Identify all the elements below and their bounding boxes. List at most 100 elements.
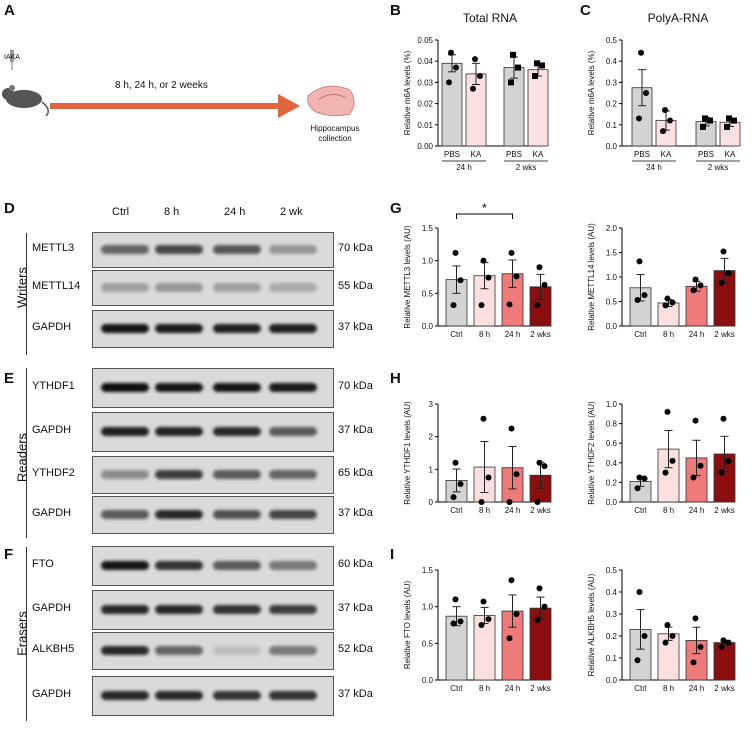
group-label: 24 h bbox=[456, 163, 472, 172]
data-point bbox=[636, 474, 643, 481]
x-tick-label: 8 h bbox=[479, 330, 490, 339]
mouse-icon bbox=[2, 85, 49, 117]
data-point bbox=[643, 90, 649, 96]
bracket-erasers bbox=[26, 547, 27, 721]
y-tick-label: 0.5 bbox=[422, 639, 434, 648]
y-axis-label: Relative YTHDF1 levels (AU) bbox=[403, 401, 412, 505]
data-point bbox=[641, 475, 648, 482]
blot-band bbox=[101, 470, 149, 479]
data-point bbox=[513, 471, 520, 478]
data-point bbox=[664, 295, 671, 302]
x-tick-label: 24 h bbox=[505, 506, 521, 515]
panel-label-e: E bbox=[4, 370, 15, 387]
data-point bbox=[536, 585, 543, 592]
blot-band bbox=[155, 691, 203, 700]
y-tick-label: 3 bbox=[429, 400, 434, 409]
chart-title: PolyA-RNA bbox=[648, 11, 709, 25]
data-point bbox=[450, 620, 457, 627]
x-tick-label: 8 h bbox=[479, 684, 490, 693]
blot-row-gapdh bbox=[92, 412, 334, 452]
y-axis-label: Relative METTL3 levels (AU) bbox=[403, 225, 412, 328]
protein-label: YTHDF1 bbox=[32, 380, 75, 392]
syringe-icon bbox=[10, 50, 14, 70]
data-point bbox=[508, 577, 515, 584]
y-tick-label: 1.0 bbox=[606, 400, 618, 409]
y-tick-label: 2.0 bbox=[606, 224, 618, 233]
schematic-graphic bbox=[2, 50, 355, 118]
panel-label-a: A bbox=[4, 2, 15, 19]
panel-label-g: G bbox=[390, 200, 402, 217]
blot-band bbox=[101, 646, 149, 655]
hippocampus-icon bbox=[307, 85, 355, 117]
y-tick-label: 1.0 bbox=[606, 273, 618, 282]
panel-label-c: C bbox=[580, 2, 591, 19]
blot-band bbox=[101, 510, 149, 519]
data-point bbox=[472, 56, 478, 63]
bar bbox=[473, 615, 496, 681]
protein-label: GAPDH bbox=[32, 424, 72, 436]
blot-band bbox=[101, 324, 149, 333]
y-tick-label: 2 bbox=[429, 433, 434, 442]
data-point bbox=[485, 274, 492, 281]
protein-label: METTL14 bbox=[32, 280, 81, 292]
data-point bbox=[477, 73, 483, 80]
x-tick-label: Ctrl bbox=[450, 684, 463, 693]
significance-marker: * bbox=[482, 201, 487, 215]
kda-label: 37 kDa bbox=[338, 321, 373, 333]
x-tick-label: 24 h bbox=[689, 684, 705, 693]
x-tick-label: 2 wks bbox=[714, 506, 734, 515]
blot-row-mettl3 bbox=[92, 232, 334, 268]
x-tick-label: KA bbox=[471, 150, 482, 159]
kda-label: 37 kDa bbox=[338, 602, 373, 614]
timeline-arrow-shaft bbox=[50, 103, 280, 109]
data-point bbox=[485, 474, 492, 481]
x-tick-label: 8 h bbox=[663, 330, 674, 339]
blot-band bbox=[213, 470, 261, 479]
blot-band bbox=[101, 427, 149, 436]
bar bbox=[441, 62, 463, 147]
data-point bbox=[690, 474, 697, 481]
data-point bbox=[480, 598, 487, 605]
experiment-schematic: IAKA 8 h, 24 h, or 2 weeks Hippocampus c… bbox=[0, 20, 380, 170]
data-point bbox=[453, 64, 459, 71]
data-point bbox=[508, 79, 514, 86]
y-axis-label: Relative m6A levels (%) bbox=[587, 50, 596, 135]
y-tick-label: 0.0 bbox=[606, 676, 618, 685]
data-point bbox=[702, 115, 708, 122]
data-point bbox=[700, 123, 706, 130]
blot-band bbox=[213, 605, 261, 614]
data-point bbox=[638, 49, 644, 56]
blot-band bbox=[269, 245, 317, 254]
data-point bbox=[641, 292, 648, 299]
lane-label-24h: 24 h bbox=[224, 206, 246, 218]
blot-row-gapdh bbox=[92, 496, 334, 534]
data-point bbox=[718, 469, 725, 476]
chart-mettl14: 0.0 0.5 1.0 1.5 2.0 Relative METTL14 levels (… bbox=[587, 223, 736, 339]
data-point bbox=[664, 408, 671, 415]
y-tick-label: 1.0 bbox=[422, 257, 434, 266]
blot-band bbox=[269, 383, 317, 392]
data-point bbox=[448, 49, 454, 56]
blot-band bbox=[101, 605, 149, 614]
y-tick-label: 0.6 bbox=[606, 439, 618, 448]
y-tick-label: 1.5 bbox=[422, 224, 434, 233]
data-point bbox=[692, 417, 699, 424]
bar bbox=[527, 69, 549, 147]
panel-label-d: D bbox=[4, 200, 15, 217]
data-point bbox=[662, 302, 669, 309]
x-tick-label: 8 h bbox=[479, 506, 490, 515]
data-point bbox=[541, 603, 548, 610]
data-point bbox=[539, 62, 545, 69]
blot-row-gapdh bbox=[92, 590, 334, 630]
data-point bbox=[480, 415, 487, 422]
blot-band bbox=[269, 427, 317, 436]
blot-band bbox=[155, 605, 203, 614]
data-point bbox=[452, 249, 459, 256]
kda-label: 52 kDa bbox=[338, 643, 373, 655]
significance-bracket bbox=[456, 213, 513, 219]
lane-label-ctrl: Ctrl bbox=[112, 206, 130, 218]
lane-label-2wk: 2 wk bbox=[280, 206, 303, 218]
data-point bbox=[534, 60, 540, 67]
data-point bbox=[457, 277, 464, 284]
